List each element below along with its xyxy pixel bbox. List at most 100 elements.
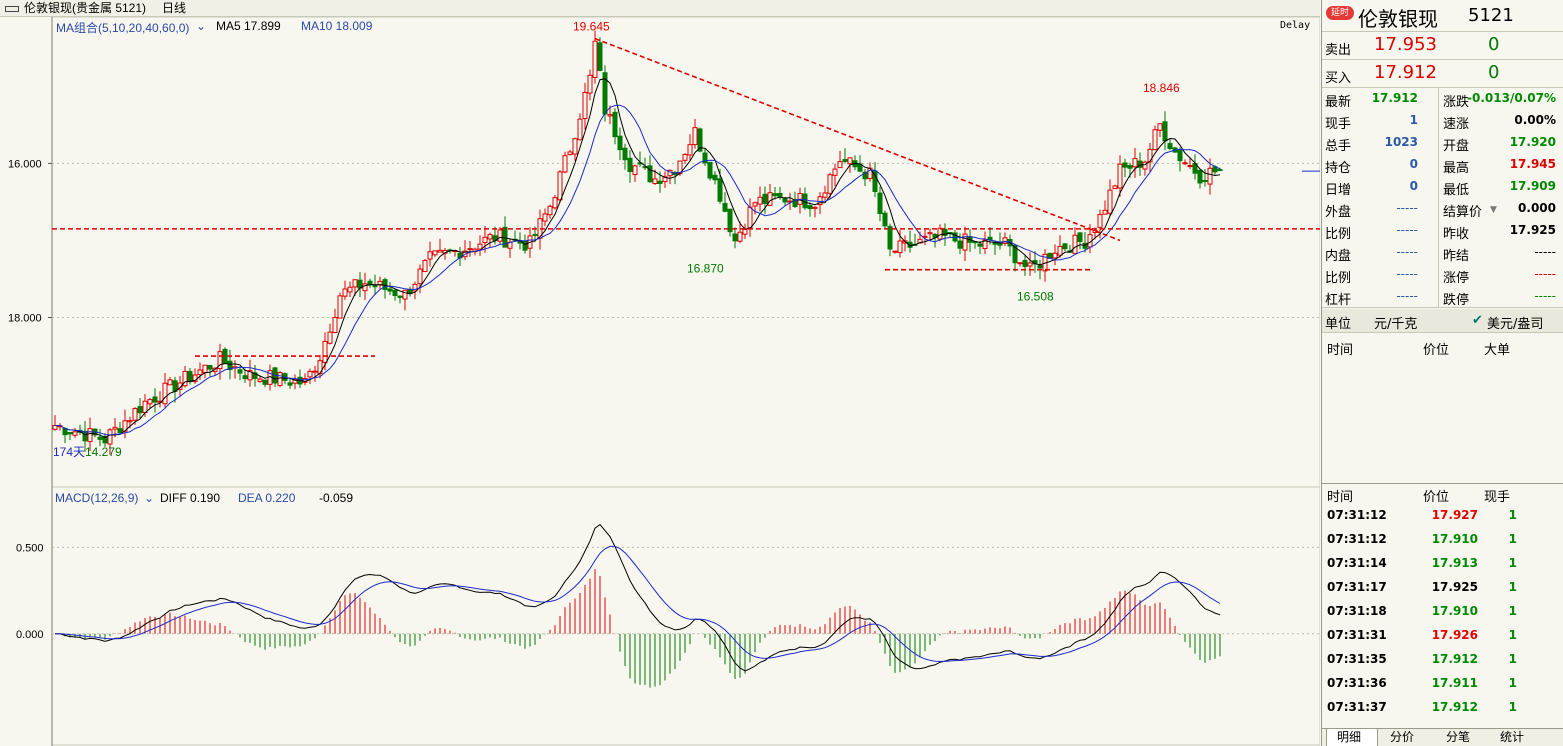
tab-price[interactable]: 分价 (1390, 730, 1415, 744)
col-time: 时间 (1327, 343, 1354, 358)
buy-volume: 0 (1488, 62, 1500, 83)
stat-value: 1 (1409, 113, 1418, 127)
stat-label: 最高 (1443, 161, 1470, 176)
check-icon[interactable]: ✔ (1472, 313, 1483, 328)
candle-body (1082, 242, 1088, 249)
price-annotation: 16.870 (687, 261, 724, 275)
tick-header: 时间 价位 现手 (1322, 484, 1563, 505)
stat-row: 内盘 ----- 昨结 ----- (1322, 242, 1563, 264)
tab-tick[interactable]: 分笔 (1446, 730, 1471, 744)
candle-body (987, 236, 993, 241)
unit-label: 单位 (1325, 317, 1352, 332)
candle-body (1167, 143, 1173, 150)
stat-label: 跌停 (1443, 293, 1470, 308)
candle-body (842, 159, 848, 162)
tab-stats[interactable]: 统计 (1500, 730, 1525, 744)
candle-body (152, 396, 158, 403)
candle-body (87, 428, 93, 443)
sell-price: 17.953 (1374, 34, 1437, 55)
candle-body (132, 408, 138, 421)
window-icon[interactable] (5, 6, 19, 12)
ma10-label: MA10 18.009 (301, 19, 373, 33)
candle-body (467, 248, 473, 251)
tick-time: 07:31:37 (1327, 700, 1387, 714)
candle-body (142, 400, 148, 413)
stat-divider (1438, 88, 1439, 308)
big-order-header: 时间 价位 大单 (1322, 337, 1563, 358)
kline-chart[interactable]: 18.000 16.000 0.500 0.000 19.645 18.846 16.870… (0, 17, 1320, 746)
chart-canvas[interactable]: 18.000 16.000 0.500 0.000 19.645 18.846 16.870… (0, 17, 1320, 746)
candle-body (1057, 245, 1063, 256)
tick-price: 17.927 (1431, 508, 1478, 522)
tick-row: 07:31:14 17.913 1 (1322, 552, 1563, 576)
candle-body (652, 178, 658, 185)
candle-body (622, 147, 628, 161)
tick-time: 07:31:12 (1327, 508, 1387, 522)
candle-body (557, 171, 563, 201)
stat-row: 比例 ----- 昨收 17.925 (1322, 220, 1563, 242)
tick-price: 17.912 (1431, 700, 1478, 714)
unit-value[interactable]: 元/千克 (1374, 317, 1418, 332)
candle-body (347, 286, 353, 293)
tick-price: 17.910 (1431, 532, 1478, 546)
settle-dropdown-icon[interactable]: ▼ (1490, 205, 1497, 215)
stat-label: 内盘 (1325, 249, 1352, 264)
ma-dropdown-icon[interactable]: ⌄ (196, 19, 207, 33)
stat-value: -0.013/0.07% (1467, 91, 1556, 105)
stat-value: 0 (1409, 179, 1418, 193)
candle-body (547, 205, 553, 216)
sell-row: 卖出 17.953 0 (1322, 32, 1563, 60)
candle-body (847, 157, 853, 165)
candle-body (217, 351, 223, 370)
candle-body (982, 239, 988, 250)
candle-body (167, 379, 173, 386)
candle-body (707, 161, 713, 179)
price-tick-label: 16.000 (8, 158, 42, 170)
stat-label: 昨结 (1443, 249, 1470, 264)
candle-body (522, 240, 528, 251)
quote-panel: 延时 伦敦银现 5121 卖出 17.953 0 买入 17.912 0 最新 … (1321, 0, 1563, 746)
col-time: 时间 (1327, 490, 1354, 505)
candle-body (532, 233, 538, 236)
macd-dropdown-icon[interactable]: ⌄ (144, 491, 155, 505)
stat-value: ----- (1396, 223, 1418, 237)
tick-price: 17.926 (1431, 628, 1478, 642)
candle-body (342, 288, 348, 297)
candle-body (777, 192, 783, 197)
currency-unit[interactable]: 美元/盎司 (1487, 317, 1544, 332)
candle-body (822, 192, 828, 198)
candle-body (312, 370, 318, 373)
period-selector[interactable]: 日线 (162, 1, 187, 15)
tick-time: 07:31:31 (1327, 628, 1387, 642)
candle-body (1157, 123, 1163, 131)
stat-label[interactable]: 结算价 (1443, 205, 1483, 220)
ma-combo-label[interactable]: MA组合(5,10,20,40,60,0) (56, 21, 190, 35)
delay-badge: 延时 (1326, 6, 1354, 20)
candle-body (882, 212, 888, 227)
candle-body (157, 400, 163, 403)
price-annotation: 19.645 (573, 20, 610, 34)
candle-body (412, 283, 418, 292)
candle-body (572, 138, 578, 155)
tick-row: 07:31:17 17.925 1 (1322, 576, 1563, 600)
candle-body (137, 406, 143, 414)
macd-label[interactable]: MACD(12,26,9) (55, 491, 139, 505)
candle-body (802, 193, 808, 209)
tick-volume: 1 (1508, 580, 1517, 594)
candle-body (877, 192, 883, 214)
tick-row: 07:31:31 17.926 1 (1322, 624, 1563, 648)
tab-detail[interactable]: 明细 (1326, 729, 1378, 746)
stat-value: 1023 (1384, 135, 1418, 149)
candle-body (187, 371, 193, 383)
price-pane-frame (51, 17, 1320, 488)
candle-body (1037, 265, 1043, 269)
candle-body (607, 114, 613, 117)
candle-body (1207, 167, 1213, 185)
ma5-label: MA5 17.899 (216, 19, 281, 33)
candle-body (427, 251, 433, 260)
stat-value: ----- (1534, 289, 1556, 303)
stat-value: 17.912 (1371, 91, 1418, 105)
candle-body (237, 369, 243, 374)
candle-body (1077, 232, 1083, 242)
stat-value: 17.909 (1509, 179, 1556, 193)
